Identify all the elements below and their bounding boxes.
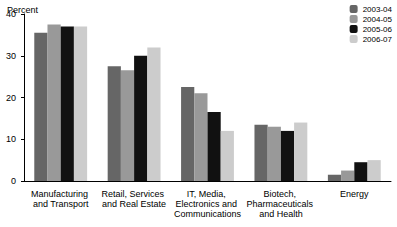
- svg-text:and Transport: and Transport: [33, 199, 89, 209]
- svg-text:and Health: and Health: [259, 209, 303, 219]
- svg-text:Pharmaceuticals: Pharmaceuticals: [246, 199, 315, 209]
- svg-text:2004-05: 2004-05: [363, 15, 393, 24]
- svg-text:2006-07: 2006-07: [363, 35, 393, 44]
- svg-text:10: 10: [6, 134, 16, 144]
- svg-text:Manufacturing: Manufacturing: [31, 189, 91, 199]
- svg-text:2005-06: 2005-06: [363, 25, 393, 34]
- svg-text:0: 0: [11, 176, 16, 186]
- svg-text:Energy: Energy: [340, 189, 369, 199]
- svg-text:30: 30: [6, 51, 16, 61]
- svg-text:and Real Estate: and Real Estate: [102, 199, 166, 209]
- svg-text:20: 20: [6, 93, 16, 103]
- svg-text:Communications: Communications: [174, 209, 242, 219]
- svg-text:Electronics and: Electronics and: [175, 199, 239, 209]
- svg-text:Biotech,: Biotech,: [263, 189, 298, 199]
- svg-text:Retail, Services: Retail, Services: [102, 189, 167, 199]
- svg-text:2003-04: 2003-04: [363, 5, 393, 14]
- svg-text:Percent: Percent: [7, 5, 39, 15]
- svg-text:IT, Media,: IT, Media,: [187, 189, 229, 199]
